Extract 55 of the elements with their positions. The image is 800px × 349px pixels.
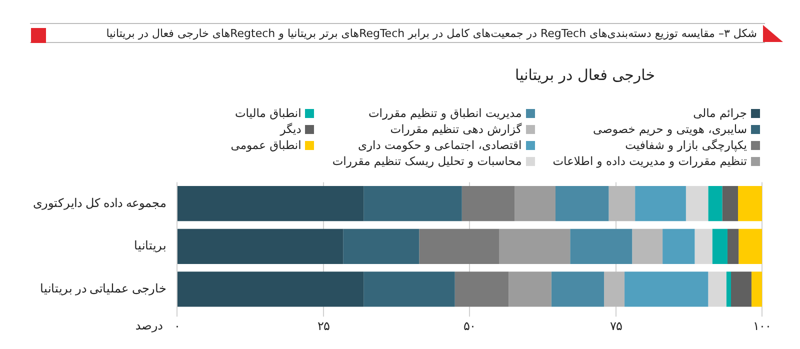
bar bbox=[608, 186, 636, 222]
bar bbox=[462, 186, 515, 222]
legend-label: انطباق عمومی bbox=[230, 138, 302, 152]
bar bbox=[178, 272, 364, 307]
bar bbox=[514, 186, 556, 222]
bar bbox=[738, 228, 762, 264]
chart-subtitle: خارجی فعال در بریتانیا bbox=[515, 66, 655, 84]
x-axis-title: درصد bbox=[135, 318, 163, 333]
x-tick-label: ۱۰۰ bbox=[753, 319, 771, 334]
x-tick-label: ۲۵ bbox=[317, 319, 330, 334]
bar bbox=[751, 272, 762, 307]
bar bbox=[727, 228, 739, 264]
y-tick-label: بریتانیا bbox=[134, 238, 166, 253]
bar bbox=[604, 272, 625, 307]
bar bbox=[499, 228, 570, 264]
bar bbox=[178, 186, 364, 222]
legend-label: دیگر bbox=[280, 122, 302, 136]
legend-label: انطباق مالیات bbox=[234, 106, 302, 120]
bar bbox=[722, 186, 738, 222]
bar bbox=[419, 228, 500, 264]
bar bbox=[178, 228, 344, 264]
bar bbox=[508, 272, 552, 307]
bar bbox=[730, 272, 752, 307]
bar bbox=[712, 228, 728, 264]
x-tick-label: ۷۵ bbox=[610, 319, 622, 334]
bar bbox=[635, 186, 686, 222]
legend-label: محاسبات و تحلیل ریسک تنظیم مقررات bbox=[332, 154, 522, 168]
bar bbox=[551, 272, 604, 307]
bar bbox=[726, 272, 731, 307]
y-tick-label: خارجی عملیاتی در بریتانیا bbox=[40, 282, 166, 296]
legend-label: تنظیم مقررات و مدیریت داده و اطلاعات bbox=[552, 154, 747, 168]
y-tick-label: مجموعه داده کل دایرکتوری bbox=[32, 196, 166, 210]
bar bbox=[555, 186, 609, 222]
legend-label: مدیریت انطباق و تنظیم مقررات bbox=[368, 106, 522, 120]
legend-label: گزارش دهی تنظیم مقررات bbox=[390, 122, 522, 136]
x-tick-label: ۵۰ bbox=[464, 319, 476, 334]
legend-label: اقتصادی، اجتماعی و حکومت داری bbox=[358, 138, 522, 152]
bar bbox=[632, 228, 663, 264]
x-tick-label: ۰ bbox=[174, 319, 180, 334]
chart-title: شکل ۳– مقایسه توزیع دسته‌بندی‌های RegTech در جمعیت‌های کامل در برابر RegTechهای برتر بریتانیا و Regtechهای خارجی فعال در بریتانیا bbox=[30, 23, 765, 43]
bar bbox=[454, 272, 509, 307]
bar bbox=[570, 228, 632, 264]
bar bbox=[624, 272, 708, 307]
bar bbox=[694, 228, 712, 264]
bar bbox=[738, 186, 762, 222]
bar bbox=[364, 272, 455, 307]
bar bbox=[662, 228, 695, 264]
bar bbox=[364, 186, 462, 222]
bar bbox=[343, 228, 420, 264]
legend-label: یکپارچگی بازار و شفافیت bbox=[625, 138, 747, 152]
legend-label: سایبری، هویتی و حریم خصوصی bbox=[593, 122, 747, 136]
bar bbox=[708, 186, 722, 222]
bar bbox=[708, 272, 726, 307]
legend-label: جرائم مالی bbox=[693, 106, 747, 120]
bar bbox=[686, 186, 708, 222]
